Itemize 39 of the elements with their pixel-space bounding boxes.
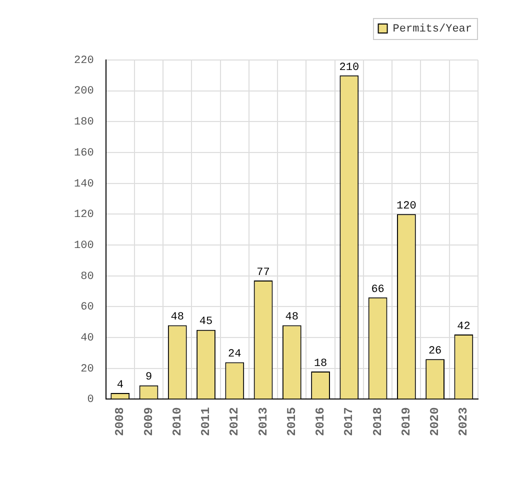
x-tick-label: 2016 bbox=[314, 407, 328, 436]
x-tick-label: 2008 bbox=[113, 407, 128, 436]
data-label: 45 bbox=[199, 316, 213, 328]
y-tick-label: 180 bbox=[74, 116, 94, 129]
data-label: 120 bbox=[396, 200, 416, 213]
x-tick-label: 2011 bbox=[199, 407, 214, 436]
y-tick-label: 40 bbox=[80, 332, 94, 344]
data-label: 9 bbox=[145, 372, 152, 384]
x-tick-label: 2012 bbox=[228, 407, 242, 436]
y-tick-label: 200 bbox=[74, 86, 94, 98]
y-tick-label: 80 bbox=[80, 270, 94, 283]
y-tick-label: 220 bbox=[74, 54, 94, 67]
data-label: 210 bbox=[339, 62, 360, 74]
y-tick-label: 160 bbox=[74, 147, 94, 160]
data-label: 18 bbox=[314, 358, 328, 370]
data-label: 42 bbox=[457, 320, 470, 333]
data-label: 77 bbox=[256, 266, 270, 279]
legend-label: Permits/Year bbox=[392, 23, 472, 36]
y-tick-label: 20 bbox=[80, 363, 94, 376]
x-tick-label: 2015 bbox=[284, 407, 299, 436]
x-tick-label: 2023 bbox=[456, 407, 471, 436]
data-label: 24 bbox=[228, 348, 242, 361]
data-label: 48 bbox=[285, 312, 299, 324]
data-label: 66 bbox=[371, 284, 384, 296]
x-tick-label: 2017 bbox=[342, 407, 356, 436]
y-tick-label: 120 bbox=[74, 209, 94, 222]
y-tick-label: 60 bbox=[80, 302, 94, 314]
x-tick-label: 2010 bbox=[170, 407, 184, 436]
x-tick-label: 2013 bbox=[256, 407, 270, 436]
y-tick-label: 0 bbox=[87, 394, 94, 406]
y-tick-label: 100 bbox=[74, 240, 94, 252]
x-tick-label: 2009 bbox=[142, 407, 156, 436]
x-tick-label: 2018 bbox=[370, 407, 385, 436]
x-tick-label: 2019 bbox=[399, 407, 414, 436]
data-label: 26 bbox=[428, 346, 442, 358]
y-tick-label: 140 bbox=[74, 178, 94, 190]
data-label: 48 bbox=[170, 312, 184, 324]
data-label: 4 bbox=[116, 379, 124, 392]
x-tick-label: 2020 bbox=[428, 407, 442, 436]
